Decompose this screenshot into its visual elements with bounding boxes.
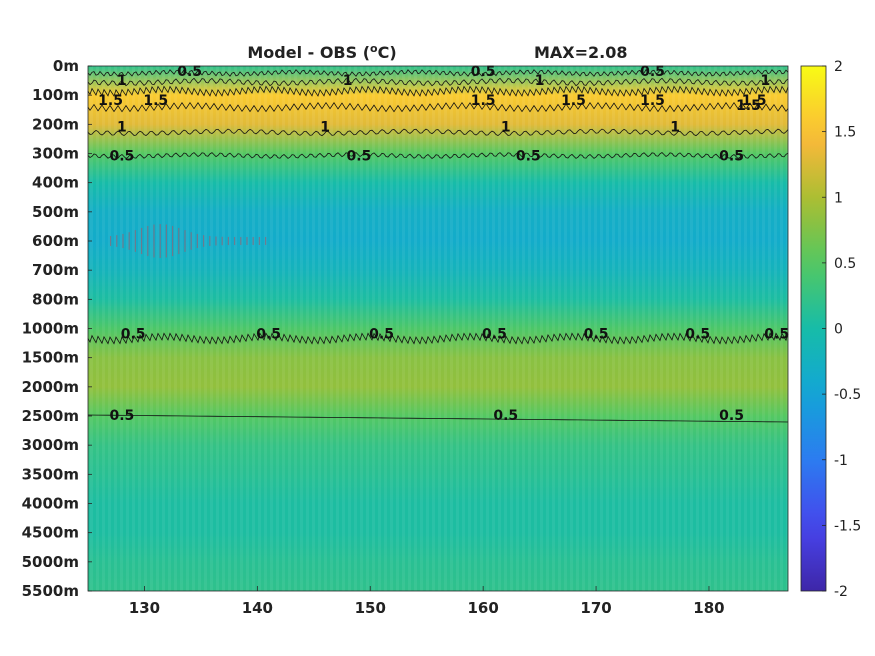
x-tick-label-5: 180 [693, 599, 724, 617]
plot-area: 10.510.510.511.5 1.5 1.5 1.5 1.5 1.51.51 1 1 10.… [87, 64, 789, 592]
colorbar-tick-label-7: 1.5 [834, 125, 856, 141]
contour-label-23: 0.5 [256, 327, 281, 343]
contour-line-lower-1 [87, 128, 789, 137]
contour-line-abyssal-0p5 [87, 414, 789, 423]
contour-label-6: 1 [761, 73, 771, 89]
colorbar-tick-label-6: 1 [834, 190, 843, 206]
colorbar-tick-label-3: -0.5 [834, 387, 861, 403]
title-unit-suffix: C) [378, 43, 397, 62]
colorbar-tick-label-8: 2 [834, 59, 843, 75]
contour-label-8: 1.5 [143, 93, 168, 109]
contour-label-25: 0.5 [482, 327, 507, 343]
contour-line-upper-1p5 [87, 85, 789, 97]
contour-line-deep-0p5 [87, 332, 789, 345]
y-tick-label-10: 1500m [22, 349, 79, 367]
contour-line-surface-0p5 [87, 69, 789, 77]
y-tick-label-0: 0m [53, 57, 79, 75]
contour-label-12: 1.5 [742, 93, 767, 109]
contour-label-28: 0.5 [764, 327, 789, 343]
x-axis: 130 140 150 160 170 180 [129, 586, 725, 617]
colorbar-tick-label-5: 0.5 [834, 256, 856, 272]
ripple-artifact [109, 224, 267, 258]
contour-label-10: 1.5 [561, 93, 586, 109]
y-tick-label-7: 700m [32, 261, 79, 279]
contour-label-14: 1 [117, 119, 127, 135]
contour-label-19: 0.5 [347, 149, 372, 165]
max-label: MAX=2.08 [534, 43, 628, 62]
contour-label-16: 1 [501, 119, 511, 135]
contour-label-17: 1 [670, 119, 680, 135]
y-tick-label-1: 100m [32, 86, 79, 104]
contour-label-1: 0.5 [177, 64, 202, 80]
colorbar-tick-label-0: -2 [834, 584, 848, 600]
contour-line-lower-1p5 [87, 101, 789, 113]
colorbar: -2 -1.5 -1 -0.5 0 0.5 1 1.5 2 [800, 59, 861, 600]
y-tick-label-15: 4000m [22, 495, 79, 513]
contour-lines [87, 69, 789, 423]
contour-label-4: 1 [535, 73, 545, 89]
x-tick-label-1: 140 [242, 599, 273, 617]
y-tick-label-3: 300m [32, 145, 79, 163]
y-tick-label-6: 600m [32, 232, 79, 250]
y-tick-label-12: 2500m [22, 407, 79, 425]
colorbar-tick-label-1: -1.5 [834, 518, 861, 534]
y-tick-label-8: 800m [32, 290, 79, 308]
contour-label-30: 0.5 [493, 408, 518, 424]
colorbar-scale [800, 65, 827, 592]
y-tick-label-14: 3500m [22, 465, 79, 483]
colorbar-tick-label-4: 0 [834, 322, 843, 338]
y-tick-label-9: 1000m [22, 320, 79, 338]
colorbar-ticks: -2 -1.5 -1 -0.5 0 0.5 1 1.5 2 [822, 59, 861, 600]
contour-label-29: 0.5 [109, 408, 134, 424]
colorbar-tick-label-2: -1 [834, 453, 848, 469]
contour-label-9: 1.5 [471, 93, 496, 109]
y-tick-label-2: 200m [32, 115, 79, 133]
y-tick-label-5: 500m [32, 203, 79, 221]
x-tick-label-0: 130 [129, 599, 160, 617]
title-text: Model - OBS ( [247, 43, 370, 62]
contour-label-21: 0.5 [719, 149, 744, 165]
contour-label-3: 0.5 [471, 64, 496, 80]
contour-label-20: 0.5 [516, 149, 541, 165]
contour-label-27: 0.5 [685, 327, 710, 343]
contour-label-22: 0.5 [121, 327, 146, 343]
y-tick-label-17: 5000m [22, 553, 79, 571]
contour-label-15: 1 [320, 119, 330, 135]
contour-label-11: 1.5 [640, 93, 665, 109]
contour-label-31: 0.5 [719, 408, 744, 424]
contour-label-18: 0.5 [109, 149, 134, 165]
field-texture [88, 66, 788, 591]
x-tick-label-4: 170 [580, 599, 611, 617]
y-axis: 0m 100m 200m 300m 400m 500m 600m 700m 800m 1000m 1… [22, 57, 92, 600]
y-tick-label-13: 3000m [22, 436, 79, 454]
y-tick-label-4: 400m [32, 174, 79, 192]
contour-label-5: 0.5 [640, 64, 665, 80]
title-unit-sup: o [370, 42, 378, 55]
y-tick-label-18: 5500m [22, 582, 79, 600]
contour-label-7: 1.5 [98, 93, 123, 109]
contour-label-26: 0.5 [584, 327, 609, 343]
contour-labels: 10.510.510.511.5 1.5 1.5 1.5 1.5 1.51.51 1 1 10.… [98, 64, 789, 424]
chart-title: Model - OBS (oC) [247, 42, 396, 63]
contour-label-0: 1 [117, 73, 127, 89]
contour-line-surface-1 [87, 77, 789, 87]
contour-label-13: 1.5 [736, 98, 761, 114]
contour-label-2: 1 [343, 73, 353, 89]
y-tick-label-16: 4500m [22, 524, 79, 542]
y-tick-label-11: 2000m [22, 378, 79, 396]
x-tick-label-2: 150 [355, 599, 386, 617]
contour-line-thermo-0p5 [87, 152, 789, 159]
contour-label-24: 0.5 [369, 327, 394, 343]
x-tick-label-3: 160 [468, 599, 499, 617]
